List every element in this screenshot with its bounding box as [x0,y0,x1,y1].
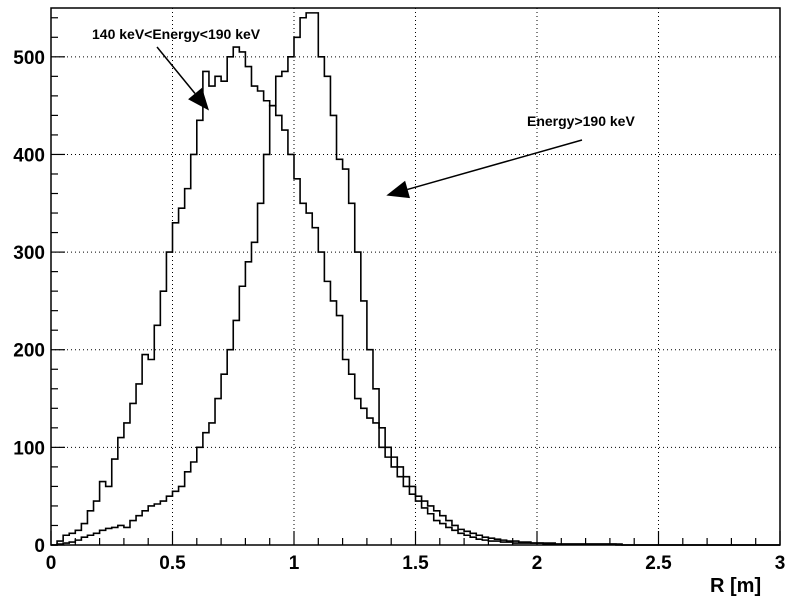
arrow-low-energy-shaft [156,46,196,94]
y-tick-label-4: 400 [13,145,45,166]
x-tick-label-2: 1 [289,553,300,574]
x-tick-label-3: 1.5 [402,553,429,574]
y-tick-label-1: 100 [13,438,45,459]
annotation-arrows [156,46,583,199]
x-axis-title: R [m] [710,575,761,597]
annotation-label-high-energy: Energy>190 keV [527,113,635,129]
y-tick-label-0: 0 [34,536,45,557]
x-tick-label-1: 0.5 [159,553,186,574]
y-tick-label-5: 500 [13,48,45,69]
arrow-low-energy-head [188,87,209,111]
y-tick-label-3: 300 [13,243,45,264]
x-tick-label-4: 2 [532,553,543,574]
arrow-high-energy-shaft [407,139,583,191]
axis-ticks [50,17,781,546]
x-tick-label-0: 0 [46,553,57,574]
x-tick-label-5: 2.5 [645,553,672,574]
arrow-high-energy-head [386,180,410,199]
grid [51,8,780,545]
tick-labels: 0 0.5 1 1.5 2 2.5 3 0 100 200 300 400 500 [13,48,785,574]
annotation-label-low-energy: 140 keV<Energy<190 keV [92,26,261,42]
x-tick-label-6: 3 [775,553,786,574]
y-tick-label-2: 200 [13,341,45,362]
